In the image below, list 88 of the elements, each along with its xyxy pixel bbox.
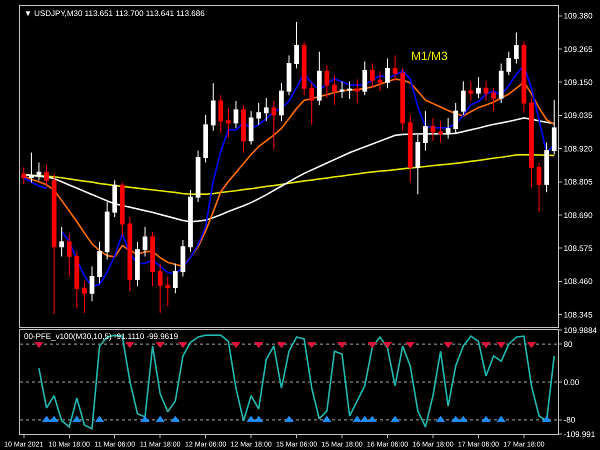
candlestick bbox=[332, 74, 337, 106]
y-tick-label: 108.920 bbox=[564, 144, 594, 154]
candlestick bbox=[324, 64, 330, 99]
candlestick bbox=[150, 231, 155, 287]
candlestick bbox=[392, 54, 398, 82]
candlestick bbox=[340, 80, 344, 99]
candlestick bbox=[514, 32, 519, 64]
y-tick-label: -109.991 bbox=[564, 430, 596, 439]
candlestick bbox=[52, 174, 56, 315]
candlestick bbox=[135, 241, 140, 287]
candlestick bbox=[82, 280, 87, 314]
candlestick bbox=[438, 120, 443, 144]
candlestick bbox=[120, 182, 125, 238]
candlestick bbox=[468, 80, 474, 102]
candlestick bbox=[408, 114, 413, 183]
candlestick bbox=[370, 62, 375, 89]
candlestick bbox=[241, 104, 246, 154]
y-tick-label: 108.575 bbox=[564, 244, 594, 253]
candlestick bbox=[180, 239, 186, 277]
annotation: M1/M3 bbox=[411, 49, 448, 63]
candlestick bbox=[309, 82, 314, 126]
y-tick-label: 109.9884 bbox=[564, 326, 598, 335]
candlestick bbox=[378, 70, 382, 92]
candlestick bbox=[248, 110, 254, 146]
candlestick bbox=[21, 166, 26, 185]
candlestick bbox=[256, 102, 262, 126]
y-tick-label: -80 bbox=[564, 416, 576, 425]
y-tick-label: 0.00 bbox=[564, 378, 580, 387]
y-tick-label: 80 bbox=[564, 340, 574, 349]
candlestick bbox=[476, 76, 481, 99]
candlestick bbox=[362, 60, 368, 96]
candlestick bbox=[294, 21, 299, 69]
candlestick bbox=[203, 114, 208, 163]
y-tick-label: 108.345 bbox=[564, 310, 594, 320]
candlestick bbox=[506, 51, 512, 76]
candlestick bbox=[354, 78, 360, 104]
candlestick bbox=[97, 241, 102, 284]
y-tick-label: 109.035 bbox=[564, 111, 594, 120]
candlestick bbox=[196, 150, 200, 203]
candlestick bbox=[29, 152, 34, 183]
candlestick bbox=[234, 100, 238, 128]
candlestick bbox=[385, 58, 390, 89]
candlestick bbox=[128, 216, 132, 292]
candlestick bbox=[271, 100, 276, 150]
candlestick bbox=[218, 94, 224, 134]
candlestick bbox=[59, 226, 64, 258]
candlestick bbox=[415, 134, 420, 195]
candlestick bbox=[552, 100, 557, 156]
candlestick bbox=[536, 162, 542, 213]
candlestick bbox=[264, 98, 269, 122]
candlestick bbox=[210, 82, 216, 132]
y-tick-label: 108.805 bbox=[564, 178, 594, 187]
candlestick bbox=[158, 262, 163, 314]
candlestick bbox=[226, 107, 231, 138]
candlestick bbox=[529, 98, 534, 188]
candlestick bbox=[165, 276, 170, 307]
candlestick bbox=[112, 180, 118, 218]
candlestick bbox=[279, 82, 284, 122]
y-tick-label: 109.150 bbox=[564, 78, 594, 88]
y-tick-label: 108.460 bbox=[564, 277, 594, 286]
candlestick bbox=[446, 118, 450, 140]
candlestick bbox=[423, 110, 428, 152]
candlestick bbox=[460, 80, 466, 116]
candlestick bbox=[74, 251, 80, 309]
y-tick-label: 109.380 bbox=[564, 12, 594, 21]
candlestick bbox=[286, 54, 292, 96]
candlestick bbox=[498, 62, 504, 104]
candlestick bbox=[400, 68, 406, 132]
candlestick bbox=[104, 202, 110, 260]
candlestick bbox=[172, 262, 178, 294]
candlestick bbox=[491, 88, 496, 112]
candlestick bbox=[522, 41, 526, 114]
candlestick bbox=[90, 266, 94, 302]
candlestick bbox=[316, 51, 322, 106]
candlestick bbox=[484, 80, 488, 102]
candlestick bbox=[44, 164, 49, 188]
candlestick bbox=[36, 162, 42, 181]
chart-title: ▼ USDJPY,M30 113.651 113.700 113.641 113.686 bbox=[24, 9, 206, 18]
candlestick bbox=[302, 41, 307, 96]
candlestick bbox=[142, 226, 148, 258]
candlestick bbox=[347, 80, 352, 100]
candlestick bbox=[430, 118, 436, 142]
candlestick bbox=[453, 102, 458, 134]
candlestick bbox=[66, 233, 72, 277]
y-tick-label: 109.265 bbox=[564, 44, 594, 54]
candlestick bbox=[544, 142, 549, 193]
y-tick-label: 108.690 bbox=[564, 210, 594, 220]
candlestick bbox=[188, 190, 193, 252]
